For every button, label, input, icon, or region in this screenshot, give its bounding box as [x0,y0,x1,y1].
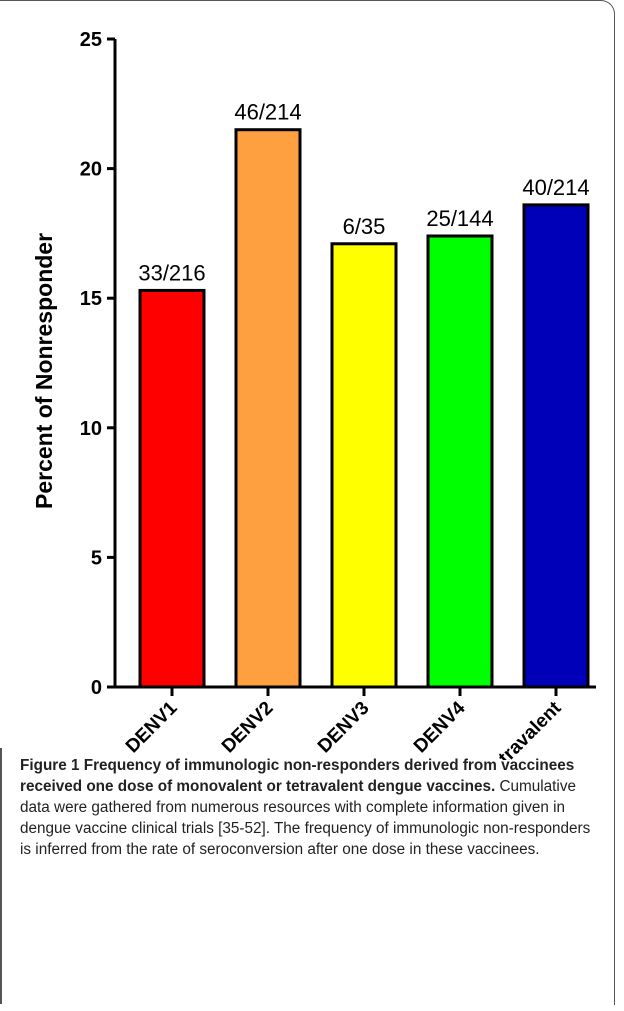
data-label: 6/35 [343,214,386,239]
caption-body: Cumulative data were gathered from numer… [20,778,591,858]
bar-denv4 [426,234,494,689]
figure-caption: Figure 1 Frequency of immunologic non-re… [20,755,604,860]
x-tick-label: Tetravalent [480,697,566,760]
y-axis: 0 5 10 15 20 25 [80,29,117,699]
data-labels: 33/216 46/214 6/35 25/144 40/214 [138,100,589,286]
y-axis-label: Percent of Nonresponder [31,233,57,509]
data-label: 33/216 [138,260,205,285]
y-tick-label: 25 [80,29,102,51]
y-tick-label: 10 [80,418,102,440]
data-label: 25/144 [426,206,493,231]
y-tick-label: 0 [91,677,102,699]
bar-denv2 [234,128,302,689]
caption-rule [0,748,2,1004]
x-tick-label: DENV1 [122,697,182,757]
data-label: 40/214 [522,175,589,200]
y-tick-label: 20 [80,159,102,181]
x-tick-label: DENV4 [410,697,470,757]
caption-title: Figure 1 Frequency of immunologic non-re… [20,757,575,795]
bar-denv1 [138,288,206,689]
figure-frame [0,0,615,1005]
bars [138,128,590,689]
x-tick-label: DENV3 [314,698,374,758]
data-label: 46/214 [234,100,301,125]
y-tick-label: 5 [91,547,102,569]
x-axis: DENV1 DENV2 DENV3 DENV4 Tetravalent [113,685,596,760]
y-tick-label: 15 [80,288,102,310]
bar-tetravalent [522,203,590,689]
bar-denv3 [330,242,398,689]
x-tick-label: DENV2 [218,698,278,758]
